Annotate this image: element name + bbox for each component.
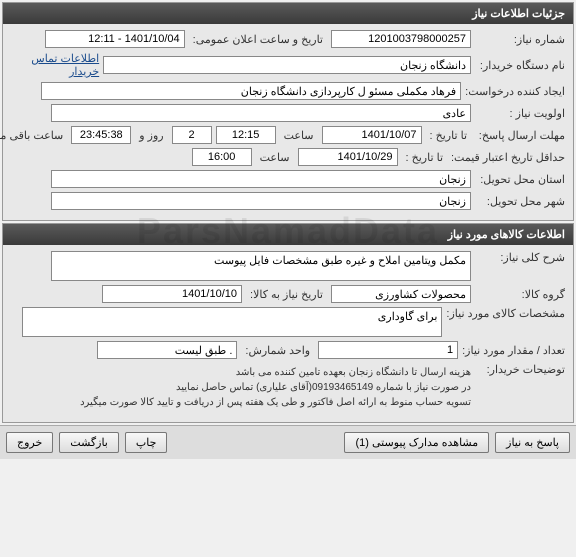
deadline-time-label: ساعت — [280, 129, 318, 142]
validity-label: حداقل تاریخ اعتبار قیمت: — [451, 151, 565, 164]
need-details-body: شماره نیاز: تاریخ و ساعت اعلان عمومی: نا… — [3, 24, 573, 220]
validity-time-input[interactable] — [192, 148, 252, 166]
row-validity: حداقل تاریخ اعتبار قیمت: تا تاریخ : ساعت — [11, 148, 565, 166]
group-label: گروه کالا: — [475, 288, 565, 301]
spec-label: مشخصات کالای مورد نیاز: — [446, 307, 565, 320]
validity-to-date-label: تا تاریخ : — [402, 151, 447, 164]
priority-label: اولویت نیاز : — [475, 107, 565, 120]
request-number-label: شماره نیاز: — [475, 33, 565, 46]
buyer-notes: هزینه ارسال تا دانشگاه زنجان بعهده تامین… — [80, 363, 471, 412]
note-line-1: هزینه ارسال تا دانشگاه زنجان بعهده تامین… — [80, 365, 471, 380]
creator-input[interactable] — [41, 82, 461, 100]
row-city: شهر محل تحویل: — [11, 192, 565, 210]
row-org: نام دستگاه خریدار: اطلاعات تماس خریدار — [11, 52, 565, 78]
remaining-label: ساعت باقی مانده — [0, 129, 67, 142]
spec-textarea[interactable] — [22, 307, 442, 337]
desc-textarea[interactable] — [51, 251, 471, 281]
province-label: استان محل تحویل: — [475, 173, 565, 186]
need-details-header: جزئیات اطلاعات نیاز — [3, 3, 573, 24]
goods-info-body: شرح کلی نیاز: گروه کالا: تاریخ نیاز به ک… — [3, 245, 573, 422]
org-label: نام دستگاه خریدار: — [475, 59, 565, 72]
row-qty: تعداد / مقدار مورد نیاز: واحد شمارش: — [11, 341, 565, 359]
city-input[interactable] — [51, 192, 471, 210]
row-priority: اولویت نیاز : — [11, 104, 565, 122]
to-date-label: تا تاریخ : — [426, 129, 471, 142]
row-request-number: شماره نیاز: تاریخ و ساعت اعلان عمومی: — [11, 30, 565, 48]
announce-input[interactable] — [45, 30, 185, 48]
group-input[interactable] — [331, 285, 471, 303]
row-deadline: مهلت ارسال پاسخ: تا تاریخ : ساعت روز و س… — [11, 126, 565, 144]
validity-date-input[interactable] — [298, 148, 398, 166]
notes-label: توضیحات خریدار: — [475, 363, 565, 376]
row-desc: شرح کلی نیاز: — [11, 251, 565, 281]
city-label: شهر محل تحویل: — [475, 195, 565, 208]
button-spacer — [173, 432, 338, 453]
row-creator: ایجاد کننده درخواست: — [11, 82, 565, 100]
row-spec: مشخصات کالای مورد نیاز: — [11, 307, 565, 337]
row-group: گروه کالا: تاریخ نیاز به کالا: — [11, 285, 565, 303]
need-date-input[interactable] — [102, 285, 242, 303]
days-label: روز و — [135, 129, 167, 142]
print-button[interactable]: چاپ — [125, 432, 168, 453]
button-bar: پاسخ به نیاز مشاهده مدارک پیوستی (1) چاپ… — [0, 425, 576, 459]
deadline-date-input[interactable] — [322, 126, 422, 144]
announce-label: تاریخ و ساعت اعلان عمومی: — [189, 33, 327, 46]
request-number-input[interactable] — [331, 30, 471, 48]
validity-time-label: ساعت — [256, 151, 294, 164]
qty-label: تعداد / مقدار مورد نیاز: — [462, 344, 565, 357]
note-line-3: تسویه حساب منوط به ارائه اصل فاکتور و طی… — [80, 395, 471, 410]
need-date-label: تاریخ نیاز به کالا: — [246, 288, 327, 301]
time-remaining-input[interactable] — [71, 126, 131, 144]
province-input[interactable] — [51, 170, 471, 188]
row-notes: توضیحات خریدار: هزینه ارسال تا دانشگاه ز… — [11, 363, 565, 412]
reply-button[interactable]: پاسخ به نیاز — [495, 432, 570, 453]
deadline-label: مهلت ارسال پاسخ: — [475, 129, 565, 142]
unit-label: واحد شمارش: — [241, 344, 314, 357]
need-details-panel: جزئیات اطلاعات نیاز شماره نیاز: تاریخ و … — [2, 2, 574, 221]
contact-link[interactable]: اطلاعات تماس خریدار — [11, 52, 99, 78]
priority-input[interactable] — [51, 104, 471, 122]
back-button[interactable]: بازگشت — [59, 432, 119, 453]
attachments-button[interactable]: مشاهده مدارک پیوستی (1) — [344, 432, 489, 453]
days-remaining-input[interactable] — [172, 126, 212, 144]
unit-input[interactable] — [97, 341, 237, 359]
deadline-time-input[interactable] — [216, 126, 276, 144]
main-container: ParsNamadData جزئیات اطلاعات نیاز شماره … — [0, 2, 576, 459]
note-line-2: در صورت نیاز با شماره 09193465149(آقای ع… — [80, 380, 471, 395]
qty-input[interactable] — [318, 341, 458, 359]
goods-info-header: اطلاعات کالاهای مورد نیاز — [3, 224, 573, 245]
row-province: استان محل تحویل: — [11, 170, 565, 188]
org-input[interactable] — [103, 56, 471, 74]
goods-info-panel: اطلاعات کالاهای مورد نیاز شرح کلی نیاز: … — [2, 223, 574, 423]
exit-button[interactable]: خروج — [6, 432, 53, 453]
creator-label: ایجاد کننده درخواست: — [465, 85, 565, 98]
desc-label: شرح کلی نیاز: — [475, 251, 565, 264]
